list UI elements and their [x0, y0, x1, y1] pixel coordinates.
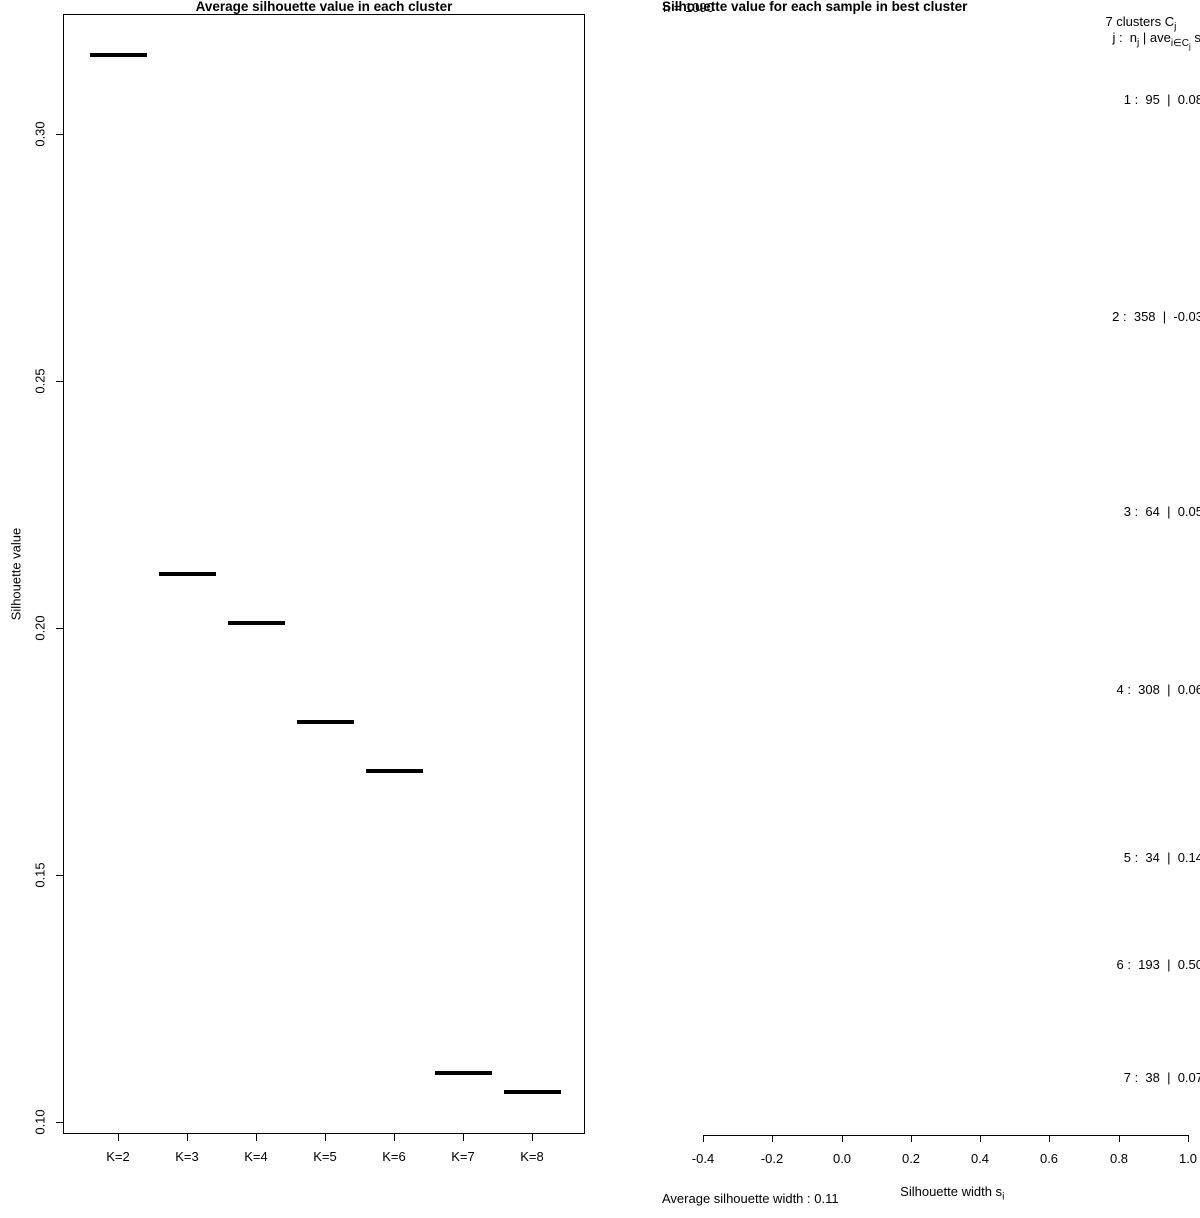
x-tick-label: K=2 [106, 1149, 130, 1164]
cluster-summary-label: 7 : 38 | 0.07 [1124, 1070, 1200, 1085]
x-tick-label: 0.2 [902, 1151, 920, 1166]
x-tick-label: K=7 [451, 1149, 475, 1164]
average-silhouette-width-footer: Average silhouette width : 0.11 [662, 1191, 839, 1206]
right-x-axis-label: Silhouette width si [886, 1169, 1005, 1218]
x-tick-mark [187, 1134, 188, 1141]
y-tick-label: 0.30 [33, 121, 48, 146]
cluster-legend-line2-t1: j : n [1112, 30, 1137, 45]
x-tick-label: 1.0 [1179, 1151, 1197, 1166]
x-tick-mark [325, 1134, 326, 1141]
cluster-summary-label: 3 : 64 | 0.05 [1124, 504, 1200, 519]
x-tick-label: 0.6 [1040, 1151, 1058, 1166]
x-tick-label: -0.2 [761, 1151, 783, 1166]
avg-silhouette-segment [435, 1071, 492, 1075]
avg-silhouette-segment [159, 572, 216, 576]
x-tick-mark [1049, 1135, 1050, 1142]
avg-silhouette-segment [366, 769, 423, 773]
right-x-axis-label-text: Silhouette width s [900, 1184, 1002, 1199]
x-tick-mark [1188, 1135, 1189, 1142]
x-tick-mark [256, 1134, 257, 1141]
left-plot-box [63, 14, 585, 1134]
x-tick-mark [1119, 1135, 1120, 1142]
x-tick-mark [980, 1135, 981, 1142]
left-panel-avg-silhouette-chart: Average silhouette value in each cluster… [0, 0, 600, 1200]
cluster-legend-line2-t3: s [1191, 30, 1200, 45]
y-tick-mark [56, 628, 63, 629]
x-tick-label: K=6 [382, 1149, 406, 1164]
x-tick-label: 0.8 [1110, 1151, 1128, 1166]
y-tick-mark [56, 134, 63, 135]
y-tick-label: 0.10 [33, 1109, 48, 1134]
x-tick-mark [394, 1134, 395, 1141]
x-tick-label: K=8 [520, 1149, 544, 1164]
cluster-legend-line2: j : nj | avei∈Cj si [1098, 15, 1200, 66]
x-tick-mark [911, 1135, 912, 1142]
cluster-summary-label: 1 : 95 | 0.08 [1124, 92, 1200, 107]
y-tick-mark [56, 875, 63, 876]
y-tick-label: 0.25 [33, 368, 48, 393]
cluster-legend-line2-t2: | ave [1139, 30, 1171, 45]
x-tick-label: K=3 [175, 1149, 199, 1164]
x-tick-label: 0.4 [971, 1151, 989, 1166]
cluster-legend-line2-sub2: i∈Cj [1171, 38, 1191, 49]
x-tick-mark [532, 1134, 533, 1141]
right-x-axis-label-sub: i [1002, 1192, 1004, 1203]
avg-silhouette-segment [228, 621, 285, 625]
left-chart-title: Average silhouette value in each cluster [196, 0, 453, 14]
x-tick-label: -0.4 [692, 1151, 714, 1166]
x-tick-mark [842, 1135, 843, 1142]
right-panel-silhouette-plot: Silhouette value for each sample in best… [600, 0, 1200, 1200]
x-tick-mark [772, 1135, 773, 1142]
x-tick-mark [118, 1134, 119, 1141]
cluster-summary-label: 5 : 34 | 0.14 [1124, 850, 1200, 865]
cluster-summary-label: 6 : 193 | 0.50 [1117, 957, 1200, 972]
x-tick-mark [703, 1135, 704, 1142]
left-y-axis-label: Silhouette value [9, 528, 24, 621]
avg-silhouette-segment [297, 720, 354, 724]
sample-count-label: n = 1090 [663, 0, 714, 15]
x-tick-label: K=4 [244, 1149, 268, 1164]
y-tick-mark [56, 381, 63, 382]
x-tick-mark [463, 1134, 464, 1141]
cluster-summary-label: 4 : 308 | 0.06 [1117, 682, 1200, 697]
y-tick-label: 0.15 [33, 862, 48, 887]
x-tick-label: K=5 [313, 1149, 337, 1164]
y-tick-label: 0.20 [33, 615, 48, 640]
avg-silhouette-segment [90, 53, 147, 57]
y-tick-mark [56, 1122, 63, 1123]
x-tick-label: 0.0 [833, 1151, 851, 1166]
right-x-axis-line [703, 1135, 1189, 1136]
cluster-summary-label: 2 : 358 | -0.03 [1112, 309, 1200, 324]
avg-silhouette-segment [504, 1090, 561, 1094]
